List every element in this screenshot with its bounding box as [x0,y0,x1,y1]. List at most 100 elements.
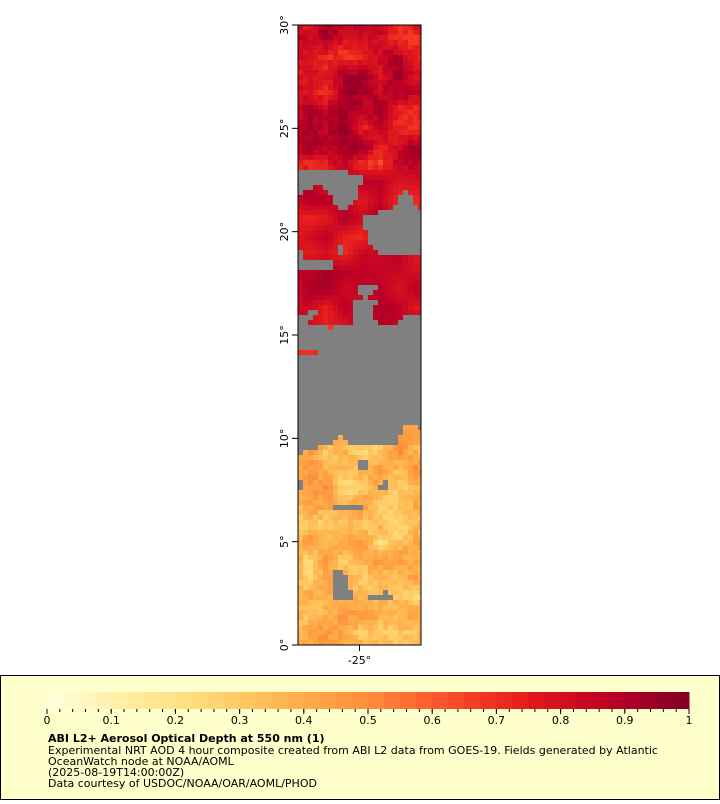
map-cell [308,290,313,295]
map-cell [418,40,421,45]
map-cell [358,130,363,135]
map-cell [363,365,368,370]
map-cell [378,235,383,240]
map-cell [413,70,418,75]
map-cell [333,340,338,345]
map-cell [393,560,398,565]
map-cell [393,510,398,515]
colorbar-segment [432,692,449,709]
map-cell [318,255,323,260]
map-cell [338,370,343,375]
map-cell [363,55,368,60]
map-cell [388,265,393,270]
map-cell [348,370,353,375]
map-cell [333,65,338,70]
map-cell [353,275,358,280]
map-cell [373,345,378,350]
map-cell [313,250,318,255]
map-cell [298,335,303,340]
map-cell [343,225,348,230]
map-cell [388,455,393,460]
map-cell [348,625,353,630]
map-cell [363,260,368,265]
map-cell [338,270,343,275]
map-cell [408,35,413,40]
map-cell [323,580,328,585]
colorbar-segment [448,692,465,709]
map-cell [353,505,358,510]
map-cell [318,210,323,215]
map-cell [383,315,388,320]
map-cell [378,140,383,145]
map-cell [363,85,368,90]
map-cell [393,580,398,585]
map-cell [373,640,378,645]
map-cell [313,360,318,365]
map-cell [343,80,348,85]
map-cell [378,190,383,195]
map-cell [308,435,313,440]
map-cell [418,555,421,560]
map-cell [388,245,393,250]
map-cell [358,615,363,620]
map-cell [358,525,363,530]
map-cell [338,525,343,530]
map-cell [368,130,373,135]
map-cell [303,270,308,275]
map-cell [368,430,373,435]
map-cell [413,570,418,575]
map-cell [303,280,308,285]
map-cell [348,570,353,575]
map-cell [328,45,333,50]
map-cell [308,185,313,190]
map-cell [418,525,421,530]
map-cell [323,615,328,620]
map-cell [338,520,343,525]
map-cell [348,575,353,580]
map-cell [408,620,413,625]
map-cell [388,345,393,350]
map-cell [383,70,388,75]
map-cell [313,405,318,410]
map-cell [323,260,328,265]
legend-title: ABI L2+ Aerosol Optical Depth at 550 nm … [48,732,325,745]
map-cell [413,275,418,280]
map-cell [403,135,408,140]
map-cell [308,230,313,235]
map-cell [368,120,373,125]
map-cell [308,60,313,65]
map-cell [333,615,338,620]
map-cell [388,335,393,340]
map-cell [358,195,363,200]
map-cell [418,230,421,235]
map-cell [373,385,378,390]
map-cell [363,435,368,440]
map-cell [328,310,333,315]
map-cell [393,570,398,575]
map-cell [368,360,373,365]
map-cell [298,70,303,75]
map-cell [408,300,413,305]
map-cell [388,615,393,620]
map-cell [358,345,363,350]
map-cell [328,145,333,150]
map-cell [313,175,318,180]
map-cell [413,420,418,425]
map-cell [328,250,333,255]
map-cell [413,280,418,285]
map-cell [408,55,413,60]
map-cell [413,400,418,405]
map-cell [388,575,393,580]
map-cell [353,55,358,60]
map-cell [323,255,328,260]
map-cell [333,50,338,55]
map-cell [403,435,408,440]
map-cell [373,155,378,160]
map-cell [403,505,408,510]
map-cell [348,240,353,245]
map-cell [353,530,358,535]
map-cell [363,240,368,245]
map-cell [388,510,393,515]
map-cell [418,365,421,370]
map-cell [323,360,328,365]
